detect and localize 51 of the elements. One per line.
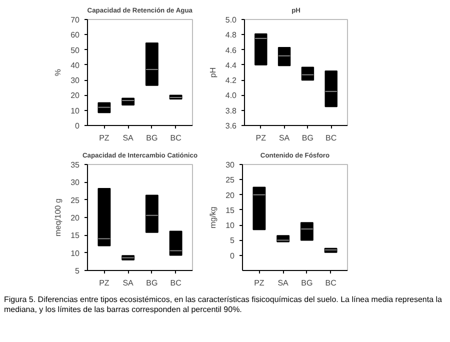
x-tick-label: BC <box>170 134 182 142</box>
y-tick-label: 25 <box>226 176 236 185</box>
y-tick-label: 20 <box>226 190 236 200</box>
y-tick-label: 10 <box>226 221 236 230</box>
y-axis-title: pH <box>208 67 218 78</box>
y-tick-label: 0 <box>75 122 80 130</box>
x-tick-label: SA <box>278 134 290 142</box>
y-tick-label: 70 <box>70 16 80 24</box>
x-tick-label: PZ <box>99 278 110 288</box>
y-tick-label: 15 <box>226 206 236 215</box>
y-tick-label: 5 <box>75 266 80 276</box>
y-axis-title: mg/kg <box>208 206 218 228</box>
x-tick-label: PZ <box>99 134 110 142</box>
x-tick-label: BC <box>170 278 182 288</box>
x-tick-label: PZ <box>256 134 266 142</box>
y-tick-label: 3.8 <box>225 106 238 116</box>
y-tick-label: 0 <box>230 251 236 260</box>
x-tick-label: BG <box>146 134 158 142</box>
y-tick-label: 4.2 <box>225 76 238 86</box>
y-tick-label: 30 <box>226 160 236 170</box>
y-tick-label: 15 <box>70 231 80 240</box>
y-tick-label: 4.0 <box>225 91 238 100</box>
x-tick-label: PZ <box>254 278 264 288</box>
y-axis-title: % <box>54 68 63 76</box>
y-tick-label: 25 <box>70 196 80 205</box>
y-tick-label: 35 <box>70 160 80 170</box>
x-tick-label: BC <box>326 134 337 142</box>
y-tick-label: 40 <box>70 60 80 70</box>
x-tick-label: BG <box>146 278 158 288</box>
y-tick-label: 20 <box>70 91 80 100</box>
x-tick-label: BG <box>302 134 314 142</box>
y-tick-label: 4.6 <box>225 46 238 55</box>
x-tick-label: BG <box>301 278 313 288</box>
y-tick-label: 3.6 <box>225 122 238 130</box>
y-tick-label: 60 <box>70 30 80 40</box>
y-tick-label: 20 <box>70 214 80 222</box>
x-tick-label: SA <box>122 278 134 288</box>
x-tick-label: SA <box>278 278 290 288</box>
y-tick-label: 30 <box>70 76 80 86</box>
y-tick-label: 10 <box>70 106 80 116</box>
y-tick-label: 5 <box>230 236 236 246</box>
text: Figura 5. Diferencias entre tipos ecosistémicos, en las características fisicoquímicas del suelo. La línea media representa la mediana, y los límites de las barras corresponden al percentil 90%. <box>4 295 443 316</box>
y-tick-label: 4.8 <box>225 30 238 40</box>
x-tick-label: SA <box>122 134 134 142</box>
y-tick-label: 5.0 <box>225 16 238 24</box>
x-tick-label: BC <box>325 278 337 288</box>
y-tick-label: 4.4 <box>225 60 238 70</box>
y-tick-label: 10 <box>70 248 80 258</box>
y-tick-label: 30 <box>70 178 80 188</box>
y-tick-label: 50 <box>70 46 80 55</box>
y-axis-title: meq/100 g <box>54 198 63 236</box>
